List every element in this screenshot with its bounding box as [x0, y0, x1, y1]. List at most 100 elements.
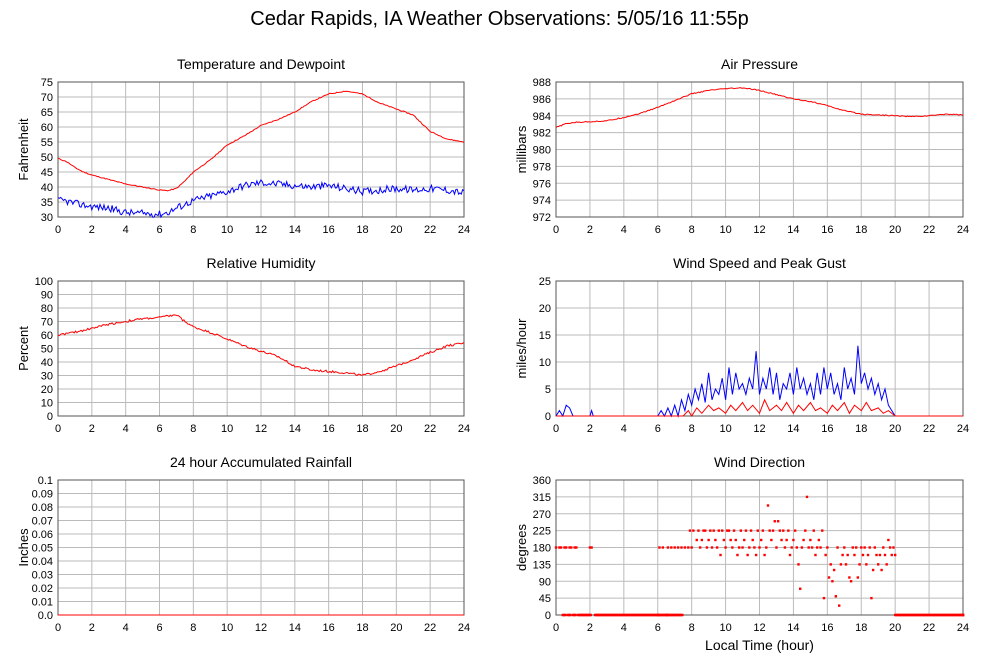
y-tick-label: 60 [41, 330, 53, 342]
data-point [705, 546, 709, 549]
data-point [564, 546, 568, 549]
data-point [744, 529, 748, 532]
data-point [700, 538, 704, 542]
x-tick-label: 10 [719, 224, 731, 236]
data-point [888, 546, 892, 549]
x-tick-label: 12 [753, 423, 765, 435]
y-axis-label: degrees [514, 524, 529, 571]
data-point [709, 529, 712, 532]
data-point [812, 529, 815, 532]
x-tick-label: 4 [123, 622, 129, 634]
data-point [890, 553, 893, 557]
x-tick-label: 16 [821, 622, 833, 634]
x-tick-label: 10 [221, 224, 233, 236]
x-tick-label: 6 [156, 423, 162, 435]
y-tick-label: 35 [41, 197, 53, 209]
y-tick-label: 20 [539, 303, 551, 315]
series-line [57, 314, 465, 377]
y-tick-label: 315 [533, 492, 551, 504]
data-point [688, 529, 692, 532]
data-point [727, 529, 731, 532]
data-point [698, 546, 702, 549]
data-point [866, 553, 870, 557]
x-tick-label: 6 [156, 224, 162, 236]
y-tick-label: 0.05 [32, 543, 53, 555]
data-point [846, 553, 849, 557]
data-point [670, 546, 673, 549]
x-tick-label: 14 [289, 622, 301, 634]
plot-frame [555, 280, 964, 417]
x-tick-label: 2 [89, 423, 95, 435]
y-tick-label: 0 [545, 411, 551, 423]
x-tick-label: 10 [221, 423, 233, 435]
x-tick-label: 0 [553, 622, 559, 634]
y-tick-label: 980 [533, 145, 551, 157]
x-tick-label: 0 [553, 423, 559, 435]
y-tick-label: 270 [533, 509, 551, 521]
series-line [556, 398, 963, 417]
data-point [731, 546, 734, 549]
x-tick-label: 6 [156, 622, 162, 634]
data-point [775, 546, 778, 549]
data-point [841, 553, 844, 557]
data-point [843, 546, 846, 549]
plot-frame [57, 81, 465, 218]
data-point [880, 568, 883, 572]
x-tick-label: 4 [123, 224, 129, 236]
data-point [676, 546, 680, 549]
data-point [795, 546, 799, 549]
x-tick-label: 24 [957, 622, 969, 634]
data-point [860, 546, 863, 549]
data-point [739, 529, 743, 532]
data-point [780, 538, 783, 542]
data-point [743, 538, 746, 542]
data-point [770, 538, 773, 542]
y-tick-label: 50 [41, 152, 53, 164]
data-point [726, 529, 729, 532]
data-point [568, 546, 571, 549]
x-tick-label: 8 [190, 224, 196, 236]
x-tick-label: 4 [123, 423, 129, 435]
x-tick-label: 8 [190, 423, 196, 435]
x-tick-label: 20 [390, 622, 402, 634]
data-point [692, 529, 695, 532]
y-tick-label: 0.02 [32, 583, 53, 595]
data-point [834, 595, 838, 598]
x-tick-label: 14 [787, 622, 799, 634]
data-point [771, 529, 775, 532]
x-tick-label: 6 [655, 423, 661, 435]
data-point [815, 546, 819, 549]
data-point [839, 563, 843, 566]
y-tick-label: 974 [533, 195, 551, 207]
data-point [821, 529, 824, 532]
data-point [558, 546, 561, 549]
y-axis-label: millibars [514, 125, 529, 173]
y-tick-label: 100 [35, 276, 53, 288]
data-point [819, 546, 822, 549]
x-tick-label: 10 [221, 622, 233, 634]
data-point [554, 546, 558, 549]
data-point [748, 546, 751, 549]
x-tick-label: 0 [55, 622, 61, 634]
x-tick-label: 4 [621, 224, 627, 236]
data-point [737, 546, 741, 549]
data-point [849, 580, 853, 583]
y-tick-label: 40 [41, 357, 53, 369]
x-tick-label: 4 [621, 622, 627, 634]
data-point [751, 538, 754, 542]
data-point [838, 604, 841, 607]
x-tick-label: 18 [855, 622, 867, 634]
x-tick-label: 12 [753, 622, 765, 634]
x-tick-label: 14 [289, 423, 301, 435]
data-point [809, 538, 812, 542]
y-tick-label: 225 [533, 526, 551, 538]
data-point [782, 529, 785, 532]
x-tick-label: 20 [390, 423, 402, 435]
x-tick-label: 16 [323, 423, 335, 435]
y-tick-label: 10 [41, 398, 53, 410]
data-point [790, 546, 793, 549]
x-tick-label: 22 [424, 224, 436, 236]
x-tick-label: 0 [553, 224, 559, 236]
